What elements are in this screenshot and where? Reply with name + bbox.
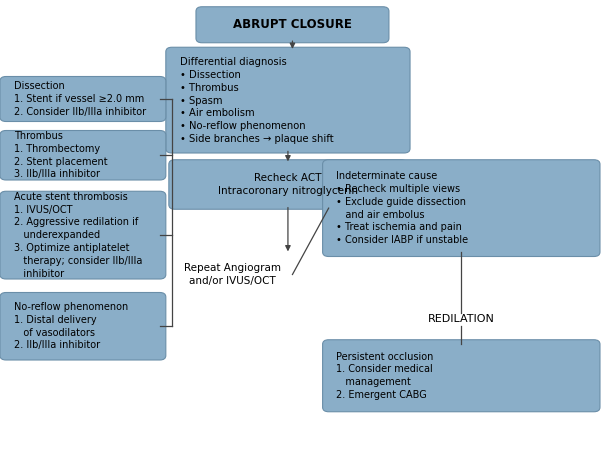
FancyBboxPatch shape (166, 47, 410, 153)
FancyBboxPatch shape (0, 191, 166, 279)
Text: REDILATION: REDILATION (428, 315, 494, 324)
Text: Persistent occlusion
1. Consider medical
   management
2. Emergent CABG: Persistent occlusion 1. Consider medical… (336, 351, 434, 400)
Text: No-reflow phenomenon
1. Distal delivery
   of vasodilators
2. IIb/IIIa inhibitor: No-reflow phenomenon 1. Distal delivery … (14, 302, 128, 351)
Text: Dissection
1. Stent if vessel ≥2.0 mm
2. Consider IIb/IIIa inhibitor: Dissection 1. Stent if vessel ≥2.0 mm 2.… (14, 81, 146, 117)
FancyBboxPatch shape (0, 130, 166, 180)
FancyBboxPatch shape (0, 292, 166, 360)
Text: Repeat Angiogram
and/or IVUS/OCT: Repeat Angiogram and/or IVUS/OCT (184, 263, 280, 286)
Text: Thrombus
1. Thrombectomy
2. Stent placement
3. IIb/IIIa inhibitor: Thrombus 1. Thrombectomy 2. Stent placem… (14, 131, 107, 180)
FancyBboxPatch shape (323, 340, 600, 412)
Text: ABRUPT CLOSURE: ABRUPT CLOSURE (233, 18, 352, 31)
FancyBboxPatch shape (196, 7, 389, 43)
FancyBboxPatch shape (169, 160, 407, 209)
Text: Acute stent thrombosis
1. IVUS/OCT
2. Aggressive redilation if
   underexpanded
: Acute stent thrombosis 1. IVUS/OCT 2. Ag… (14, 192, 142, 279)
Text: Indeterminate cause
• Recheck multiple views
• Exclude guide dissection
   and a: Indeterminate cause • Recheck multiple v… (336, 171, 469, 245)
FancyBboxPatch shape (323, 160, 600, 256)
Text: Recheck ACT
Intracoronary nitroglycerin: Recheck ACT Intracoronary nitroglycerin (218, 173, 358, 196)
FancyBboxPatch shape (0, 76, 166, 122)
Text: Differential diagnosis
• Dissection
• Thrombus
• Spasm
• Air embolism
• No-reflo: Differential diagnosis • Dissection • Th… (180, 57, 333, 144)
